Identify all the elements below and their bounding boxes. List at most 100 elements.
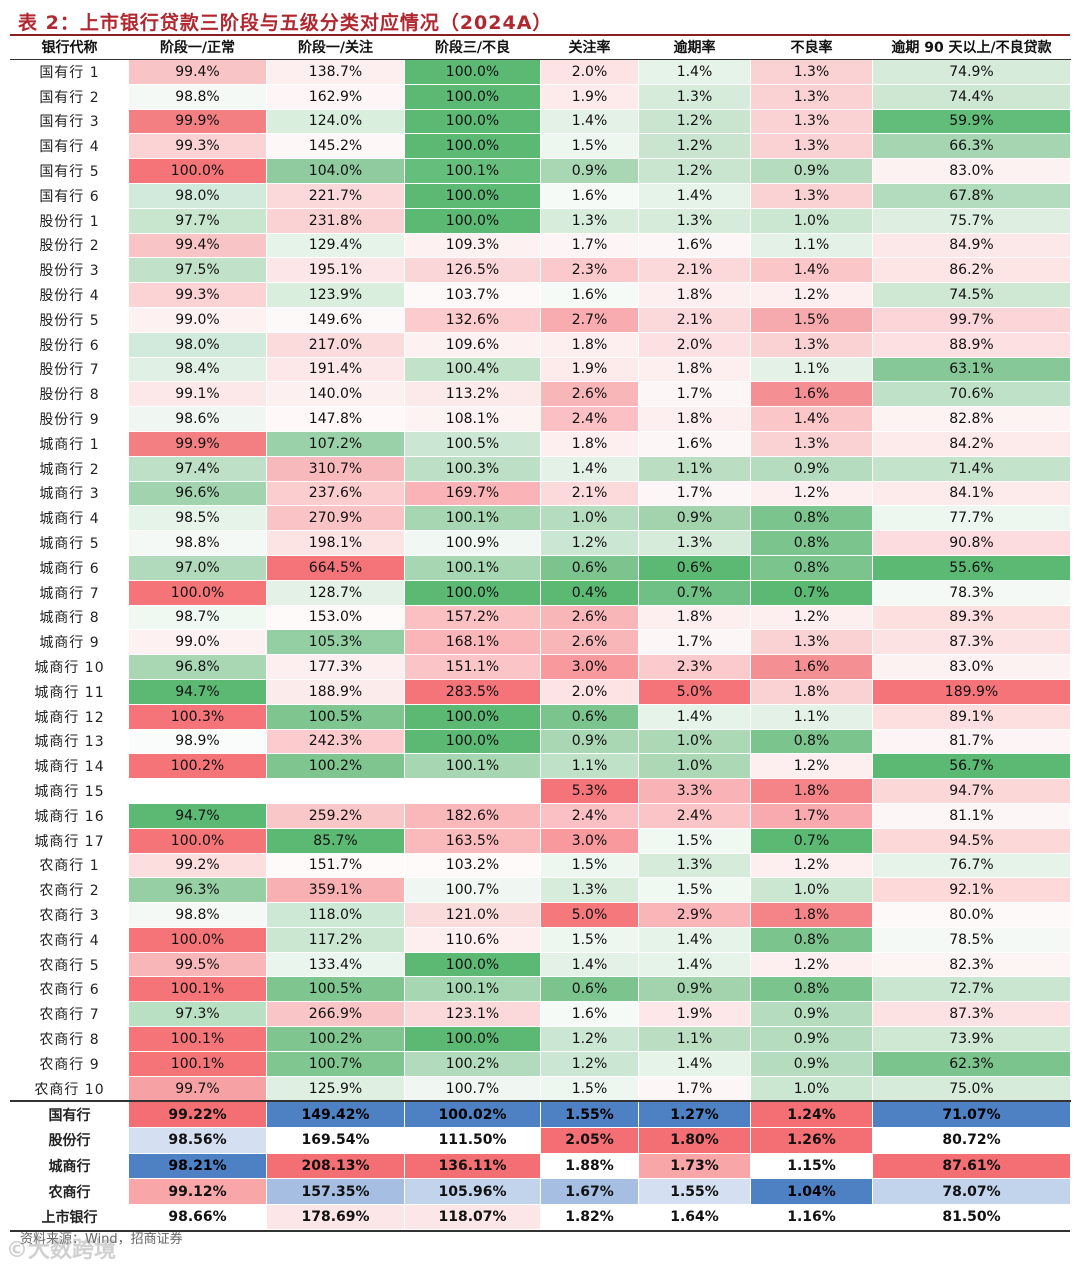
value-cell: 0.8%	[750, 505, 873, 532]
value-cell: 217.0%	[266, 331, 405, 358]
header-bank: 银行代称	[10, 35, 129, 60]
value-cell: 62.3%	[872, 1050, 1071, 1077]
value-cell: 1.4%	[638, 951, 751, 978]
value-cell: 2.7%	[540, 306, 639, 333]
value-cell: 124.0%	[266, 108, 405, 135]
value-cell: 70.6%	[872, 381, 1071, 408]
value-cell: 100.1%	[128, 1026, 267, 1052]
value-cell: 0.9%	[540, 158, 639, 184]
value-cell: 1.2%	[540, 530, 639, 556]
value-cell: 100.4%	[404, 356, 541, 383]
value-cell: 2.9%	[638, 902, 751, 928]
value-cell: 5.0%	[540, 902, 639, 928]
value-cell: 1.1%	[638, 455, 751, 482]
value-cell: 78.5%	[872, 926, 1071, 953]
value-cell: 75.0%	[872, 1075, 1071, 1102]
value-cell: 74.9%	[872, 59, 1071, 85]
bank-name-cell: 城商行 8	[10, 604, 129, 631]
value-cell: 1.4%	[638, 703, 751, 730]
value-cell: 100.5%	[404, 430, 541, 457]
table-row: 城商行 8 98.7% 153.0% 157.2% 2.6% 1.8% 1.2% 89.3%	[10, 604, 1071, 631]
value-cell: 113.2%	[404, 381, 541, 408]
table-row: 股份行 8 99.1% 140.0% 113.2% 2.6% 1.7% 1.6% 70.6%	[10, 381, 1071, 408]
value-cell: 100.2%	[128, 753, 267, 780]
value-cell: 100.7%	[404, 1075, 541, 1102]
value-cell: 100.0%	[404, 1026, 541, 1052]
bank-name-cell: 国有行 3	[10, 108, 129, 135]
table-row: 城商行 12 100.3% 100.5% 100.0% 0.6% 1.4% 1.1% 89.1…	[10, 703, 1071, 730]
value-cell: 1.6%	[750, 654, 873, 680]
value-cell: 100.0%	[404, 108, 541, 135]
value-cell: 1.55%	[540, 1100, 639, 1129]
value-cell: 1.6%	[638, 430, 751, 457]
table-row: 股份行 9 98.6% 147.8% 108.1% 2.4% 1.8% 1.4% 82.8%	[10, 406, 1071, 432]
value-cell: 221.7%	[266, 182, 405, 209]
header-attention-rate: 关注率	[540, 35, 639, 60]
value-cell: 110.6%	[404, 926, 541, 953]
value-cell: 84.2%	[872, 430, 1071, 457]
value-cell: 103.2%	[404, 852, 541, 879]
value-cell: 1.2%	[638, 108, 751, 135]
value-cell: 1.5%	[540, 133, 639, 160]
value-cell: 104.0%	[266, 158, 405, 184]
value-cell: 111.50%	[404, 1127, 541, 1154]
value-cell: 0.9%	[750, 1001, 873, 1028]
value-cell: 2.6%	[540, 604, 639, 631]
value-cell: 100.0%	[404, 579, 541, 606]
value-cell: 0.6%	[540, 976, 639, 1003]
value-cell: 84.9%	[872, 232, 1071, 259]
value-cell: 1.7%	[750, 802, 873, 829]
value-cell: 81.1%	[872, 802, 1071, 829]
value-cell: 3.0%	[540, 654, 639, 680]
value-cell: 163.5%	[404, 827, 541, 854]
table-row: 股份行 5 99.0% 149.6% 132.6% 2.7% 2.1% 1.5% 99.7%	[10, 306, 1071, 333]
header-npl-rate: 不良率	[750, 35, 873, 60]
value-cell: 178.69%	[266, 1203, 405, 1231]
value-cell: 1.3%	[750, 331, 873, 358]
value-cell: 1.2%	[638, 133, 751, 160]
value-cell: 81.50%	[872, 1203, 1071, 1231]
bank-name-cell: 股份行 1	[10, 207, 129, 234]
value-cell: 359.1%	[266, 877, 405, 904]
table-title: 表 2：上市银行贷款三阶段与五级分类对应情况（2024A）	[18, 12, 553, 34]
table-row: 城商行 17 100.0% 85.7% 163.5% 3.0% 1.5% 0.7% 94.5%	[10, 827, 1071, 854]
value-cell: 98.56%	[128, 1127, 267, 1154]
value-cell: 1.2%	[638, 158, 751, 184]
value-cell: 99.9%	[128, 108, 267, 135]
value-cell: 100.1%	[404, 158, 541, 184]
value-cell: 2.0%	[540, 59, 639, 85]
value-cell: 1.67%	[540, 1178, 639, 1205]
value-cell: 2.05%	[540, 1127, 639, 1154]
value-cell: 1.2%	[750, 282, 873, 308]
value-cell: 157.2%	[404, 604, 541, 631]
value-cell: 100.0%	[404, 59, 541, 85]
value-cell: 87.61%	[872, 1152, 1071, 1180]
value-cell: 94.5%	[872, 827, 1071, 854]
bank-name-cell: 城商行	[10, 1152, 129, 1180]
value-cell: 2.1%	[540, 480, 639, 507]
value-cell: 1.7%	[638, 1075, 751, 1102]
value-cell: 98.6%	[128, 406, 267, 432]
header-overdue90-npl: 逾期 90 天以上/不良贷款	[872, 35, 1071, 60]
value-cell: 1.8%	[540, 331, 639, 358]
value-cell: 118.0%	[266, 902, 405, 928]
value-cell: 100.7%	[266, 1050, 405, 1077]
table-row: 农商行 1 99.2% 151.7% 103.2% 1.5% 1.3% 1.2% 76.7%	[10, 852, 1071, 879]
value-cell: 98.8%	[128, 902, 267, 928]
value-cell: 100.3%	[128, 703, 267, 730]
value-cell: 0.9%	[750, 1026, 873, 1052]
value-cell: 99.0%	[128, 306, 267, 333]
bank-name-cell: 城商行 9	[10, 629, 129, 656]
value-cell: 2.0%	[540, 678, 639, 705]
value-cell: 1.0%	[750, 207, 873, 234]
value-cell: 100.1%	[128, 1050, 267, 1077]
bank-name-cell: 城商行 11	[10, 678, 129, 705]
value-cell: 89.1%	[872, 703, 1071, 730]
value-cell: 100.0%	[404, 703, 541, 730]
value-cell: 198.1%	[266, 530, 405, 556]
value-cell: 1.0%	[638, 753, 751, 780]
value-cell: 1.0%	[540, 505, 639, 532]
value-cell: 0.8%	[750, 554, 873, 581]
value-cell: 0.6%	[540, 703, 639, 730]
value-cell: 1.5%	[638, 827, 751, 854]
